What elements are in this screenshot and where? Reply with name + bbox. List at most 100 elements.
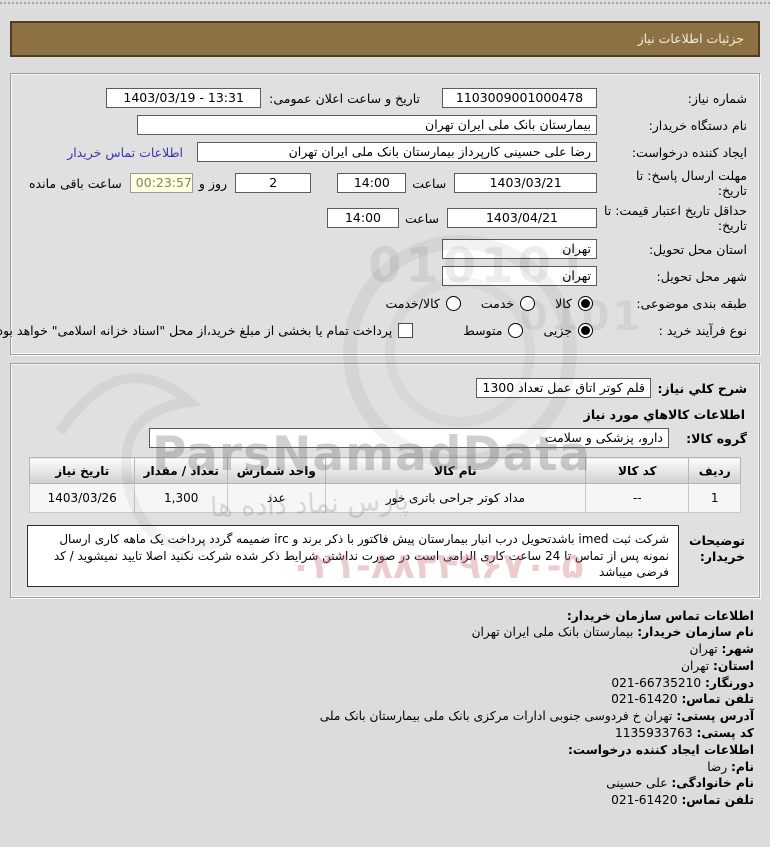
contact-line: نام: رضا <box>16 759 754 776</box>
validity-hour-field[interactable]: 14:00 <box>326 208 399 228</box>
deadline-hour-label: ساعت <box>412 175 447 191</box>
top-dotted-divider <box>0 2 770 7</box>
request-creator-label: ایجاد کننده درخواست: <box>631 144 747 160</box>
remaining-days-field[interactable]: 2 <box>235 173 312 193</box>
classification-options: کالا خدمت کالا/خدمت <box>365 295 593 311</box>
buyer-name-field[interactable]: بیمارستان بانک ملی ایران تهران <box>137 115 597 135</box>
radio-service[interactable] <box>520 295 536 311</box>
org-name-value: بیمارستان بانک ملی ایران تهران <box>471 625 634 640</box>
province-value: تهران <box>681 658 710 673</box>
col-goods-name: نام کالا <box>324 457 587 484</box>
radio-partial-selected[interactable] <box>578 322 593 338</box>
cell-quantity: 1,300 <box>134 483 228 513</box>
fax-label: دورنگار: <box>705 675 754 690</box>
validity-date-field[interactable]: 1403/04/21 <box>447 208 597 228</box>
org-contact-heading: اطلاعات تماس سازمان خریدار: <box>566 608 754 623</box>
row-purchase-process: نوع فرآیند خرید : جزیی متوسط پرداخت تمام… <box>0 319 747 341</box>
radio-goods-selected[interactable] <box>578 295 593 311</box>
response-deadline-label: مهلت ارسال پاسخ: تا تاریخ: <box>636 168 747 198</box>
first-name-label: نام: <box>731 759 754 774</box>
option-goods-service: کالا/خدمت <box>385 295 461 311</box>
need-number-field[interactable]: 1103009001000478 <box>442 88 597 108</box>
radio-medium[interactable] <box>508 322 524 338</box>
fax-value: 66735210-021 <box>611 675 702 690</box>
col-row-number: ردیف <box>688 457 741 484</box>
radio-goods-service-label: کالا/خدمت <box>385 295 440 311</box>
contact-line: نام سازمان خریدار: بیمارستان بانک ملی ای… <box>16 624 754 641</box>
delivery-city-field[interactable]: تهران <box>442 266 597 286</box>
goods-info-heading: اطلاعات کالاهاي مورد نیاز <box>583 407 745 422</box>
col-goods-code: کد کالا <box>585 457 690 484</box>
cell-need-date: 1403/03/26 <box>28 483 136 513</box>
panel-header: جزئیات اطلاعات نیاز <box>10 21 760 57</box>
treasury-docs-label: پرداخت تمام یا بخشی از مبلغ خرید،از محل … <box>0 322 393 338</box>
city-value: تهران <box>689 642 718 657</box>
contact-line: نام خانوادگی: علی حسینی <box>16 775 754 792</box>
row-request-creator: ایجاد کننده درخواست: رضا علی حسینی کارپر… <box>23 141 747 163</box>
buyer-notes-label: توضیحات خریدار: <box>689 533 745 564</box>
goods-group-label: گروه کالا: <box>686 430 747 446</box>
buyer-notes-row: توضیحات خریدار: شرکت ثبت imed باشدتحویل … <box>25 525 745 587</box>
cell-row-number: 1 <box>688 483 741 513</box>
request-creator-field[interactable]: رضا علی حسینی کارپرداز بیمارستان بانک مل… <box>197 142 597 162</box>
row-buyer-name: نام دستگاه خریدار: بیمارستان بانک ملی ای… <box>23 114 747 136</box>
buyer-contact-link[interactable]: اطلاعات تماس خریدار <box>67 144 183 160</box>
option-partial: جزیی <box>543 322 593 338</box>
city-label: شهر: <box>721 642 755 657</box>
radio-goods-service[interactable] <box>445 295 461 311</box>
page-title: جزئیات اطلاعات نیاز <box>637 31 744 46</box>
goods-table-header-row: ردیف کد کالا نام کالا واحد شمارش تعداد /… <box>28 457 741 484</box>
cell-count-unit: عدد <box>227 483 326 513</box>
purchase-process-label: نوع فرآیند خرید : <box>658 322 747 338</box>
row-need-number: شماره نیاز: 1103009001000478 تاریخ و ساع… <box>23 87 747 109</box>
option-treasury-docs: پرداخت تمام یا بخشی از مبلغ خرید،از محل … <box>0 322 414 338</box>
cell-goods-code: -- <box>585 483 690 513</box>
last-name-value: علی حسینی <box>606 776 668 791</box>
option-goods: کالا <box>555 295 593 311</box>
goods-groupbox: شرح کلي نیاز: قلم کوتر اتاق عمل تعداد 13… <box>10 363 760 598</box>
announce-datetime-field[interactable]: 1403/03/19 - 13:31 <box>106 88 262 108</box>
postal-code-label: کد پستی: <box>696 726 754 741</box>
row-delivery-province: استان محل تحویل: تهران <box>23 238 747 260</box>
validity-hour-label: ساعت <box>404 210 439 226</box>
buyer-notes-field[interactable]: شرکت ثبت imed باشدتحویل درب انبار بیمارس… <box>27 525 679 587</box>
contact-line: تلفن تماس: 61420-021 <box>16 691 754 708</box>
goods-table: ردیف کد کالا نام کالا واحد شمارش تعداد /… <box>28 457 741 513</box>
row-response-deadline: مهلت ارسال پاسخ: تا تاریخ: 1403/03/21 سا… <box>23 168 747 198</box>
need-number-label: شماره نیاز: <box>687 90 747 106</box>
col-quantity: تعداد / مقدار <box>134 457 228 484</box>
creator-phone-label: تلفن تماس: <box>681 793 754 808</box>
deadline-date-field[interactable]: 1403/03/21 <box>454 173 597 193</box>
row-need-description: شرح کلي نیاز: قلم کوتر اتاق عمل تعداد 13… <box>23 377 747 399</box>
org-name-label: نام سازمان خریدار: <box>637 625 754 640</box>
row-goods-group: گروه کالا: دارو، پزشکی و سلامت <box>23 427 747 449</box>
option-medium: متوسط <box>463 322 524 338</box>
radio-goods-label: کالا <box>555 295 572 311</box>
row-subject-classification: طبقه بندی موضوعی: کالا خدمت کالا/خدمت <box>23 292 747 314</box>
need-description-field[interactable]: قلم کوتر اتاق عمل تعداد 1300 عدد <box>476 378 651 398</box>
delivery-province-field[interactable]: تهران <box>442 239 597 259</box>
need-info-groupbox: شماره نیاز: 1103009001000478 تاریخ و ساع… <box>0 73 760 355</box>
col-need-date: تاریخ نیاز <box>28 457 136 484</box>
treasury-docs-checkbox[interactable] <box>398 322 414 338</box>
row-price-validity: حداقل تاریخ اعتبار قیمت: تا تاریخ: 1403/… <box>23 203 747 233</box>
col-count-unit: واحد شمارش <box>227 457 326 484</box>
process-options: جزیی متوسط پرداخت تمام یا بخشی از مبلغ خ… <box>0 322 593 338</box>
phone-value: 61420-021 <box>611 692 678 707</box>
contact-line: شهر: تهران <box>16 641 754 658</box>
price-validity-label: حداقل تاریخ اعتبار قیمت: تا تاریخ: <box>603 203 747 233</box>
postal-code-value: 1135933763 <box>615 726 693 741</box>
goods-group-field[interactable]: دارو، پزشکی و سلامت <box>149 428 669 448</box>
cell-goods-name: مداد کوتر جراحی باتری خور <box>324 483 587 513</box>
contact-line: کد پستی: 1135933763 <box>16 725 754 742</box>
delivery-city-label: شهر محل تحویل: <box>656 268 747 284</box>
radio-medium-label: متوسط <box>463 322 503 338</box>
delivery-province-label: استان محل تحویل: <box>648 241 747 257</box>
countdown-timer: 00:23:57 <box>129 173 193 193</box>
deadline-hour-field[interactable]: 14:00 <box>337 173 407 193</box>
phone-label: تلفن تماس: <box>681 692 754 707</box>
province-label: استان: <box>713 658 754 673</box>
buyer-name-label: نام دستگاه خریدار: <box>648 117 747 133</box>
goods-table-row: 1 -- مداد کوتر جراحی باتری خور عدد 1,300… <box>28 483 741 513</box>
